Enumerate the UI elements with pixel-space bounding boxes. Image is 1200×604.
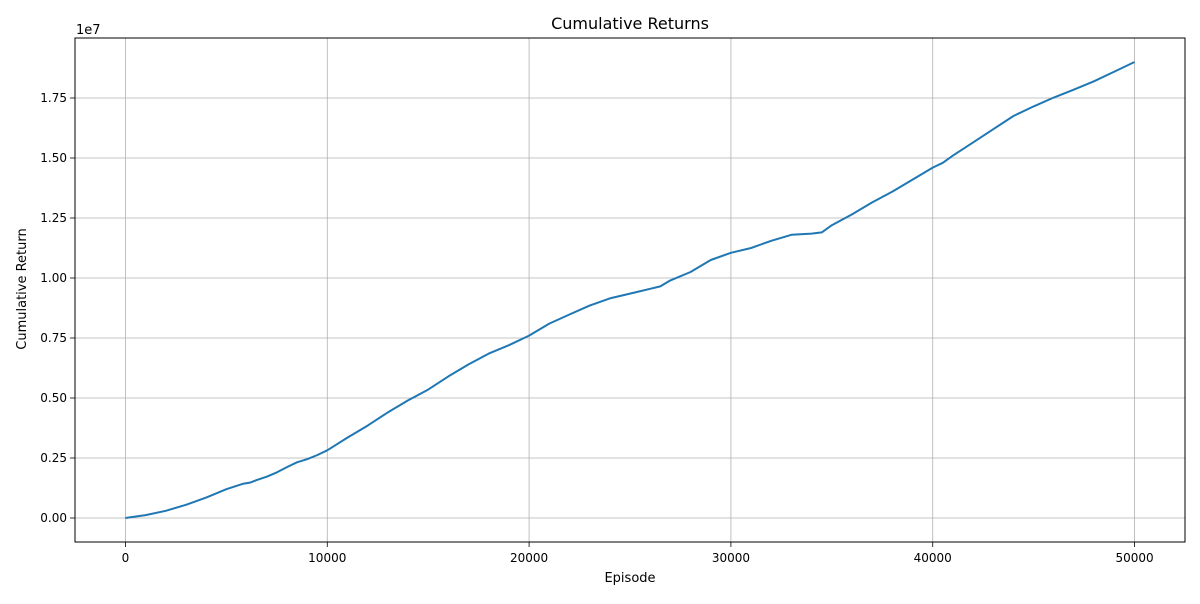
y-tick-label: 0.25 — [40, 451, 67, 465]
y-axis-offset-text: 1e7 — [76, 23, 101, 38]
y-tick-label: 0.50 — [40, 391, 67, 405]
x-tick-label: 50000 — [1115, 551, 1153, 565]
x-axis-label: Episode — [604, 571, 655, 586]
y-tick-label: 0.75 — [40, 331, 67, 345]
x-tick-label: 20000 — [510, 551, 548, 565]
y-tick-label: 1.00 — [40, 271, 67, 285]
plot-frame — [74, 37, 1186, 543]
series-layer — [125, 61, 1135, 519]
x-tick-label: 0 — [122, 551, 130, 565]
y-tick-label: 1.50 — [40, 151, 67, 165]
x-tick-label: 30000 — [712, 551, 750, 565]
x-tick-label: 10000 — [308, 551, 346, 565]
x-tick-label: 40000 — [914, 551, 952, 565]
y-tick-label: 1.25 — [40, 211, 67, 225]
y-tick-label: 1.75 — [40, 91, 67, 105]
chart-title: Cumulative Returns — [551, 14, 709, 33]
series-line-0 — [125, 61, 1135, 519]
y-axis-label: Cumulative Return — [15, 228, 30, 349]
grid — [75, 38, 1185, 542]
ticks: 0 10000 20000 30000 40000 50000 0.00 0.25 0.50 0.… — [40, 91, 1153, 565]
y-tick-label: 0.00 — [40, 511, 67, 525]
